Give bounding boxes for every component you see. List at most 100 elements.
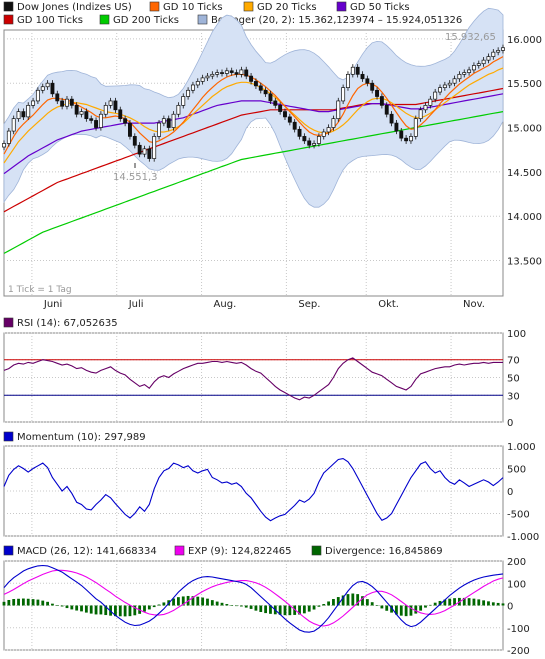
candle-body (103, 105, 108, 115)
divergence-bar (477, 599, 481, 606)
legend-label: EXP (9): 124,822465 (188, 546, 292, 557)
price-panel: 16.000 15.500 15.000 14.500 14.000 13.500 Jun… (2, 7, 542, 310)
divergence-bar (118, 605, 122, 617)
candle-body (74, 105, 79, 115)
candle-body (341, 87, 346, 102)
month-label: Nov. (463, 299, 485, 310)
legend-swatch (3, 14, 14, 25)
divergence-bar (453, 598, 456, 606)
divergence-bar (278, 605, 282, 615)
candle-body (50, 82, 55, 95)
gd200-line (3, 111, 504, 254)
divergence-bar (501, 603, 505, 606)
divergence-bar (201, 597, 205, 606)
candle-body (409, 136, 413, 142)
divergence-bar (104, 605, 108, 616)
divergence-bar (143, 605, 146, 612)
price-y-tick-label: 14.500 (507, 168, 542, 179)
divergence-bar (462, 597, 466, 606)
month-label: Okt. (378, 299, 399, 310)
divergence-bar (225, 604, 229, 606)
candle-body (21, 111, 26, 118)
divergence-bar (395, 605, 398, 615)
divergence-bar (361, 596, 364, 606)
candle-body (200, 77, 205, 82)
y-tick-label: -1.000 (507, 532, 539, 543)
macd-line (3, 564, 504, 633)
divergence-bar (491, 602, 495, 606)
divergence-bar (31, 599, 35, 606)
price-y-tick-label: 13.500 (507, 257, 542, 268)
divergence-bar (133, 605, 137, 616)
candle-body (55, 93, 60, 102)
divergence-bar (177, 597, 180, 606)
divergence-bar (404, 605, 408, 617)
y-tick-label: -100 (507, 624, 530, 635)
divergence-bar (341, 595, 345, 606)
candle-body (161, 118, 166, 124)
candle-body (234, 72, 239, 75)
divergence-bar (327, 601, 330, 606)
month-label: Sep. (298, 299, 320, 310)
divergence-bar (36, 599, 40, 606)
divergence-bar (351, 593, 355, 606)
divergence-bar (390, 605, 393, 613)
candle-body (423, 105, 428, 111)
divergence-bar (89, 605, 93, 614)
candle-body (147, 148, 152, 159)
candle-body (65, 98, 69, 107)
divergence-bar (356, 594, 360, 606)
candle-body (292, 121, 297, 130)
macd-panel: MACD (26, 12): 141,668334 EXP (9): 124,82… (2, 545, 530, 657)
divergence-bar (239, 605, 243, 607)
candle-body (229, 70, 234, 73)
high-annotation: 15.932,65 (445, 32, 496, 43)
candle-body (389, 113, 394, 124)
candle-body (215, 72, 220, 75)
divergence-bar (60, 605, 64, 607)
y-tick-label: 0 (507, 602, 513, 613)
y-tick-label: 50 (507, 374, 520, 385)
rsi-line (3, 357, 503, 401)
candle-body (442, 84, 447, 88)
candle-body (205, 75, 210, 79)
candle-body (491, 51, 496, 57)
legend-label: Bollinger (20, 2): 15.362,123974 – 15.92… (211, 15, 462, 26)
candle-body (6, 130, 11, 144)
tick-note: 1 Tick = 1 Tag (8, 285, 72, 295)
candle-body (501, 47, 505, 51)
candle-body (224, 70, 229, 74)
divergence-bar (302, 605, 306, 614)
legend-label: RSI (14): 67,052635 (17, 318, 118, 329)
candle-body (350, 66, 355, 75)
candle-body (249, 75, 254, 82)
price-y-tick-label: 15.500 (507, 79, 542, 90)
candle-body (2, 143, 6, 148)
divergence-bar (322, 604, 326, 606)
divergence-bar (385, 605, 389, 611)
month-label: Aug. (214, 299, 237, 310)
y-tick-label: 70 (507, 356, 520, 367)
divergence-bar (17, 598, 20, 606)
rsi-panel: RSI (14): 67,052635 100 70 50 30 0 (3, 317, 526, 429)
candle-body (263, 89, 268, 95)
candle-body (486, 56, 491, 61)
price-y-axis: 16.000 15.500 15.000 14.500 14.000 13.500 (507, 35, 542, 268)
divergence-bar (424, 605, 427, 608)
candle-body (462, 72, 467, 75)
divergence-bar (114, 605, 117, 617)
candle-body (452, 78, 457, 84)
candle-body (181, 96, 186, 106)
candle-body (331, 118, 336, 128)
candle-body (496, 50, 501, 53)
price-y-tick-label: 15.000 (507, 124, 542, 135)
divergence-bar (21, 598, 25, 606)
y-tick-label: 100 (507, 579, 526, 590)
y-tick-label: 500 (507, 465, 526, 476)
divergence-bar (288, 605, 292, 616)
divergence-bar (94, 605, 98, 615)
gd50-line (3, 93, 504, 175)
candle-body (370, 82, 375, 91)
candle-body (476, 63, 481, 66)
divergence-bar (12, 599, 16, 606)
